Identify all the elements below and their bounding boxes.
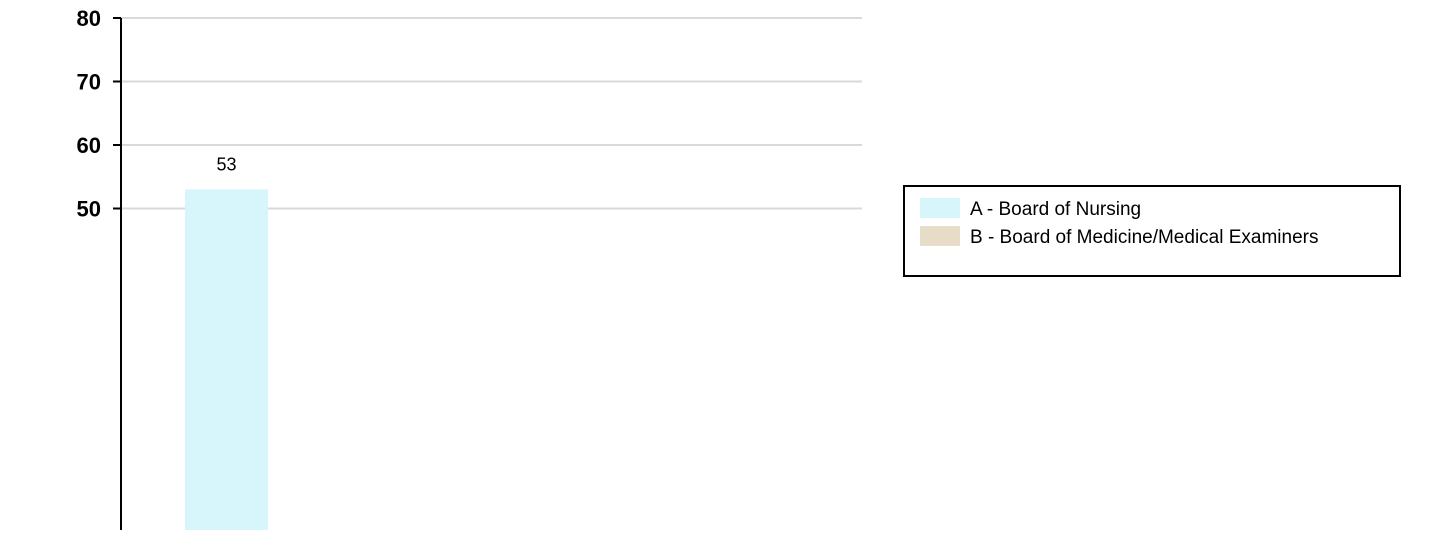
legend-label: B - Board of Medicine/Medical Examiners [970, 227, 1318, 248]
y-axis-ticks: 80 70 60 50 [77, 6, 121, 222]
bars: 53 [185, 154, 268, 530]
legend-swatch [920, 226, 960, 246]
legend-swatch [920, 198, 960, 218]
bar-0 [185, 189, 268, 530]
y-tick-label: 70 [77, 70, 101, 95]
y-tick-label: 50 [77, 197, 101, 222]
bar-value-label: 53 [216, 154, 236, 174]
legend-frame [903, 185, 1401, 277]
gridlines [121, 17, 862, 210]
y-tick-label: 60 [77, 133, 101, 158]
legend-label: A - Board of Nursing [970, 199, 1141, 220]
y-tick-label: 80 [77, 6, 101, 31]
legend: A - Board of Nursing B - Board of Medicin… [903, 185, 1401, 277]
